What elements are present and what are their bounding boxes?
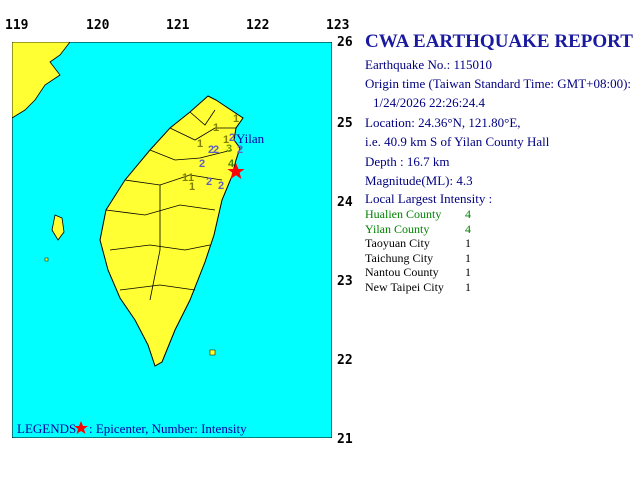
intensity-row: New Taipei City 1 [365, 279, 471, 295]
lat-tick: 26 [337, 35, 353, 50]
lon-tick: 121 [166, 18, 190, 33]
county-name: Hualien County [365, 207, 442, 221]
magnitude: Magnitude(ML): 4.3 [365, 173, 473, 188]
intensity-mark: 3 [226, 143, 232, 155]
county-name: New Taipei City [365, 279, 444, 294]
intensity-mark: 4 [228, 158, 235, 170]
county-name: Taichung City [365, 250, 434, 265]
intensity-value: 1 [465, 265, 471, 279]
lon-tick: 119 [5, 18, 29, 33]
intensity-mark: 1 [223, 134, 229, 146]
intensity-value: 1 [465, 250, 471, 265]
location: Location: 24.36°N, 121.80°E, [365, 115, 521, 130]
intensity-mark: 1 [189, 181, 195, 193]
intensity-mark: 1 [188, 172, 194, 184]
intensity-value: 4 [465, 221, 471, 236]
relative-location: i.e. 40.9 km S of Yilan County Hall [365, 134, 550, 149]
legend-text: : Epicenter, Number: Intensity [89, 421, 247, 436]
lon-tick: 120 [86, 18, 110, 33]
lat-tick: 23 [337, 274, 353, 289]
intensity-mark: 1 [233, 113, 239, 125]
county-name: Yilan County [365, 221, 430, 236]
intensity-row: Taoyuan City 1 [365, 236, 471, 251]
intensity-mark: 2 [199, 158, 205, 170]
county-name: Taoyuan City [365, 236, 430, 250]
lat-tick: 24 [337, 195, 353, 210]
intensity-mark: 1 [213, 122, 219, 134]
legend-prefix: LEGENDS [17, 421, 76, 436]
epicenter-star-icon [227, 163, 245, 179]
intensity-mark: 2 [237, 144, 243, 156]
earthquake-number: Earthquake No.: 115010 [365, 57, 492, 72]
intensity-row: Taichung City 1 [365, 250, 471, 266]
depth: Depth : 16.7 km [365, 154, 450, 169]
intensity-row: Yilan County 4 [365, 221, 471, 237]
mainland-coast [12, 42, 71, 119]
county-name: Nantou County [365, 265, 439, 279]
intensity-mark: 1 [197, 138, 203, 150]
penghu-islands [51, 214, 65, 241]
taiwan-island [99, 95, 244, 367]
lat-tick: 25 [337, 116, 353, 131]
lat-tick: 21 [337, 432, 353, 447]
origin-time: 1/24/2026 22:26:24.4 [373, 95, 485, 110]
intensity-mark: 2 [229, 132, 235, 144]
intensity-mark: 2 [213, 144, 219, 156]
intensity-value: 1 [465, 236, 471, 250]
intensity-row: Hualien County 4 [365, 207, 471, 222]
report-title: CWA EARTHQUAKE REPORT [365, 31, 633, 52]
lat-tick: 22 [337, 353, 353, 368]
intensity-value: 4 [465, 207, 471, 221]
intensity-mark: 2 [208, 144, 214, 156]
intensity-row: Nantou County 1 [365, 265, 471, 280]
intensity-mark: 2 [218, 180, 224, 192]
lon-tick: 123 [326, 18, 350, 33]
intensity-heading: Local Largest Intensity : [365, 191, 493, 206]
origin-time-label: Origin time (Taiwan Standard Time: GMT+0… [365, 76, 632, 91]
place-label-yilan: Yilan [236, 131, 265, 146]
legend-star-icon [74, 421, 88, 434]
intensity-value: 1 [465, 279, 471, 294]
intensity-mark: 1 [182, 172, 188, 184]
intensity-mark: 2 [206, 176, 212, 188]
lon-tick: 122 [246, 18, 270, 33]
